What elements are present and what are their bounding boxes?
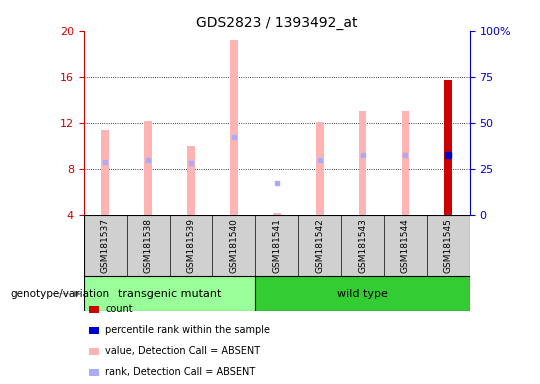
- Text: GSM181541: GSM181541: [272, 218, 281, 273]
- Bar: [187, 146, 195, 215]
- Text: GSM181545: GSM181545: [444, 218, 453, 273]
- Bar: [230, 40, 238, 215]
- Bar: [144, 121, 152, 215]
- Text: GSM181542: GSM181542: [315, 218, 324, 273]
- Text: count: count: [105, 304, 133, 314]
- Bar: [402, 111, 409, 215]
- Title: GDS2823 / 1393492_at: GDS2823 / 1393492_at: [196, 16, 357, 30]
- Text: GSM181539: GSM181539: [186, 218, 195, 273]
- Text: percentile rank within the sample: percentile rank within the sample: [105, 325, 271, 335]
- Text: GSM181543: GSM181543: [358, 218, 367, 273]
- Text: GSM181538: GSM181538: [144, 218, 153, 273]
- Bar: [102, 130, 109, 215]
- Text: transgenic mutant: transgenic mutant: [118, 289, 221, 299]
- Bar: [255, 276, 470, 311]
- Text: GSM181537: GSM181537: [100, 218, 110, 273]
- Bar: [84, 276, 255, 311]
- Text: rank, Detection Call = ABSENT: rank, Detection Call = ABSENT: [105, 367, 255, 377]
- Text: genotype/variation: genotype/variation: [11, 289, 110, 299]
- Bar: [316, 122, 323, 215]
- Text: value, Detection Call = ABSENT: value, Detection Call = ABSENT: [105, 346, 260, 356]
- Bar: [273, 213, 281, 215]
- Text: GSM181544: GSM181544: [401, 218, 410, 273]
- Text: GSM181540: GSM181540: [230, 218, 238, 273]
- Text: wild type: wild type: [337, 289, 388, 299]
- Bar: [359, 111, 367, 215]
- Bar: [444, 80, 452, 215]
